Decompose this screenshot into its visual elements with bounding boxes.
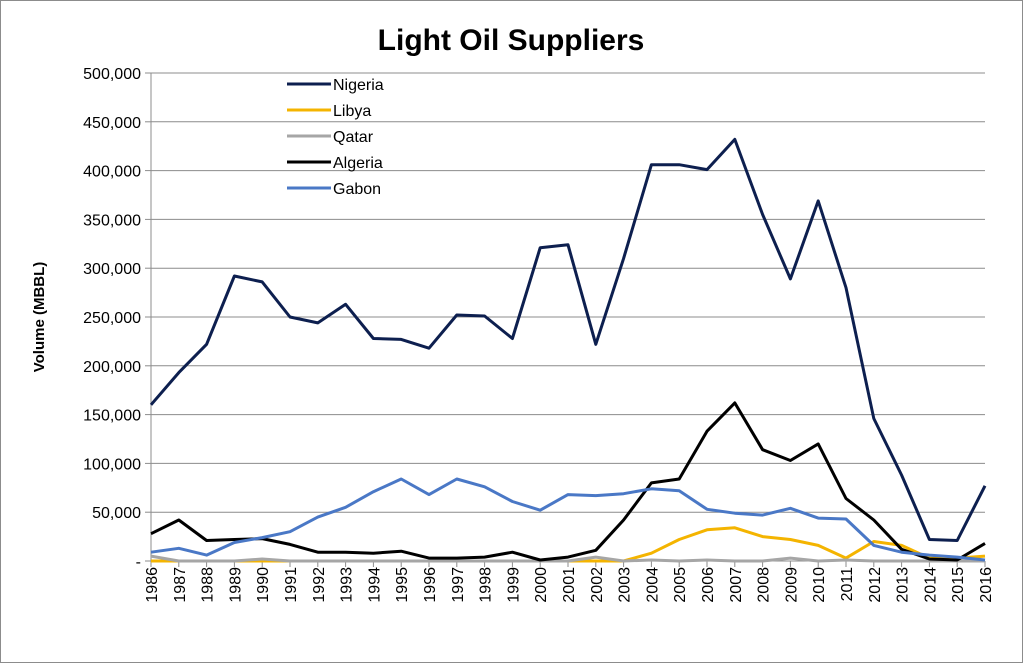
legend-label-nigeria: Nigeria xyxy=(333,77,384,94)
y-tick-label: 300,000 xyxy=(83,261,141,278)
series-line-qatar xyxy=(150,554,985,563)
x-tick-label: 2013 xyxy=(895,567,912,603)
y-tick-label: - xyxy=(136,554,141,571)
series-line-nigeria xyxy=(149,137,987,542)
x-tick-label: 2004 xyxy=(644,567,661,603)
gridlines xyxy=(145,72,985,562)
x-tick-label: 2010 xyxy=(811,567,828,603)
x-tick-label: 1991 xyxy=(283,567,300,603)
y-tick-labels: - 50,000 100,000 150,000 200,000 250,000 300,0… xyxy=(83,66,141,571)
x-tick-label: 1996 xyxy=(422,567,439,603)
x-tick-label: 1990 xyxy=(255,567,272,603)
x-tick-label: 2007 xyxy=(728,567,745,603)
x-tick-label: 1989 xyxy=(227,567,244,603)
y-tick-label: 50,000 xyxy=(92,505,141,522)
x-tick-label: 2003 xyxy=(617,567,634,603)
x-tick-label: 2009 xyxy=(783,567,800,603)
legend: Nigeria Libya Qatar Algeria Gabon xyxy=(287,77,384,198)
x-tick-label: 2001 xyxy=(561,567,578,603)
y-tick-label: 400,000 xyxy=(83,164,141,181)
x-tick-label: 2016 xyxy=(978,567,995,603)
series-lines xyxy=(149,137,987,563)
y-tick-label: 250,000 xyxy=(83,310,141,327)
legend-label-gabon: Gabon xyxy=(333,181,381,198)
y-tick-label: 150,000 xyxy=(83,408,141,425)
x-tick-label: 2008 xyxy=(756,567,773,603)
x-tick-label: 2012 xyxy=(867,567,884,603)
x-tick-label: 1987 xyxy=(172,567,189,603)
x-tick-label: 1999 xyxy=(505,567,522,603)
y-tick-label: 200,000 xyxy=(83,359,141,376)
x-tick-label: 2015 xyxy=(950,567,967,603)
x-tick-label: 1995 xyxy=(394,567,411,603)
legend-label-libya: Libya xyxy=(333,103,371,120)
x-tick-label: 2014 xyxy=(922,567,939,603)
x-tick-label: 1992 xyxy=(311,567,328,603)
x-tick-label: 1997 xyxy=(450,567,467,603)
x-tick-label: 1993 xyxy=(339,567,356,603)
y-tick-label: 500,000 xyxy=(83,66,141,83)
x-tick-label: 1988 xyxy=(200,567,217,603)
x-tick-labels: 1986 1987 1988 1989 1990 1991 1992 1993 1994 1995… xyxy=(144,561,995,603)
y-tick-label: 100,000 xyxy=(83,456,141,473)
x-tick-label: 2011 xyxy=(839,567,856,602)
legend-label-algeria: Algeria xyxy=(333,155,383,172)
x-tick-label: 2005 xyxy=(672,567,689,603)
x-tick-label: 1998 xyxy=(478,567,495,603)
legend-label-qatar: Qatar xyxy=(333,129,374,146)
y-tick-label: 450,000 xyxy=(83,115,141,132)
y-axis-label: Volume (MBBL) xyxy=(31,262,48,373)
chart-title: Light Oil Suppliers xyxy=(378,24,645,57)
x-tick-label: 2002 xyxy=(589,567,606,603)
series-line-gabon xyxy=(150,477,986,562)
series-line-algeria xyxy=(150,401,986,562)
y-tick-label: 350,000 xyxy=(83,212,141,229)
x-tick-label: 2006 xyxy=(700,567,717,603)
x-tick-label: 1986 xyxy=(144,567,161,603)
x-tick-label: 2000 xyxy=(533,567,550,603)
x-tick-label: 1994 xyxy=(366,567,383,603)
